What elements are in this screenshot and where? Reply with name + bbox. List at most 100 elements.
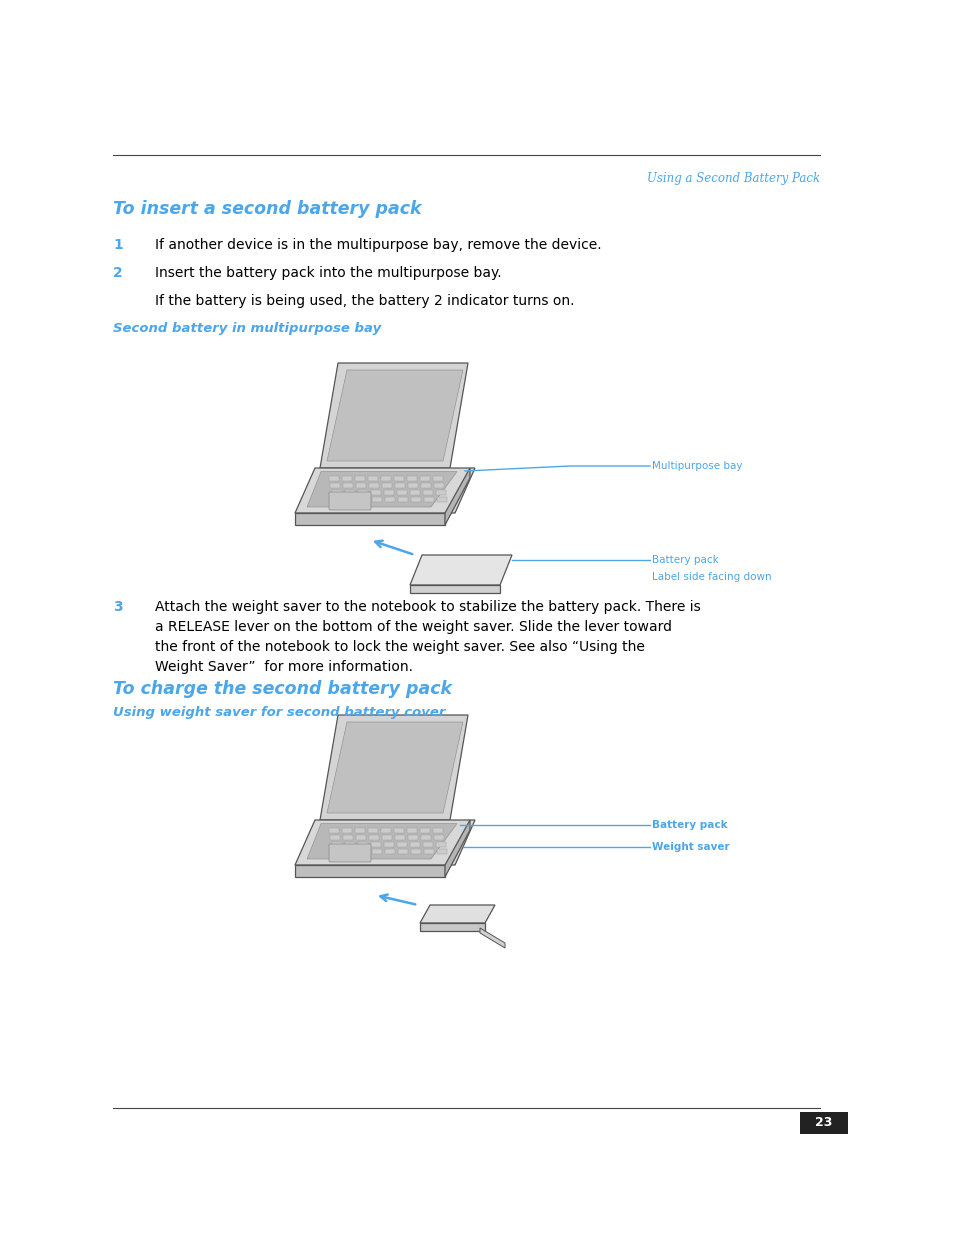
Polygon shape (424, 496, 434, 501)
Polygon shape (341, 827, 352, 832)
Polygon shape (411, 496, 421, 501)
Polygon shape (424, 848, 434, 853)
Text: Battery pack: Battery pack (651, 555, 718, 564)
Polygon shape (419, 475, 430, 480)
Polygon shape (343, 483, 354, 488)
Polygon shape (437, 496, 447, 501)
Text: Using weight saver for second battery cover: Using weight saver for second battery co… (112, 706, 445, 719)
Text: Insert the battery pack into the multipurpose bay.: Insert the battery pack into the multipu… (154, 266, 501, 280)
Polygon shape (396, 841, 407, 847)
Polygon shape (343, 835, 354, 840)
Polygon shape (411, 848, 421, 853)
Polygon shape (410, 489, 419, 494)
Polygon shape (357, 841, 368, 847)
Text: If the battery is being used, the battery 2 indicator turns on.: If the battery is being used, the batter… (154, 294, 574, 308)
Polygon shape (395, 483, 405, 488)
Text: To insert a second battery pack: To insert a second battery pack (112, 200, 421, 219)
Polygon shape (371, 841, 380, 847)
Polygon shape (433, 827, 442, 832)
Polygon shape (368, 475, 377, 480)
Polygon shape (345, 489, 355, 494)
Text: Weight saver: Weight saver (651, 842, 729, 852)
Polygon shape (330, 483, 340, 488)
Polygon shape (384, 841, 394, 847)
Text: 1: 1 (112, 238, 123, 252)
Polygon shape (356, 483, 366, 488)
Text: Attach the weight saver to the notebook to stabilize the battery pack. There is
: Attach the weight saver to the notebook … (154, 600, 700, 674)
Polygon shape (369, 483, 379, 488)
Polygon shape (355, 475, 365, 480)
Polygon shape (329, 475, 338, 480)
Polygon shape (356, 835, 366, 840)
Polygon shape (330, 835, 340, 840)
Polygon shape (385, 496, 395, 501)
Polygon shape (421, 483, 431, 488)
Polygon shape (421, 835, 431, 840)
Polygon shape (359, 496, 369, 501)
Polygon shape (332, 489, 341, 494)
Polygon shape (307, 824, 456, 860)
Polygon shape (382, 835, 392, 840)
Polygon shape (382, 483, 392, 488)
Polygon shape (433, 475, 442, 480)
Polygon shape (395, 835, 405, 840)
FancyBboxPatch shape (329, 492, 371, 510)
Polygon shape (327, 722, 462, 813)
Text: 2: 2 (112, 266, 123, 280)
Polygon shape (334, 848, 343, 853)
Polygon shape (380, 827, 391, 832)
Text: Using a Second Battery Pack: Using a Second Battery Pack (646, 172, 820, 185)
Text: Battery pack: Battery pack (651, 820, 727, 830)
Polygon shape (407, 475, 416, 480)
Polygon shape (419, 923, 484, 931)
FancyBboxPatch shape (800, 1112, 847, 1134)
Polygon shape (444, 820, 470, 877)
Text: Label side facing down: Label side facing down (651, 572, 771, 582)
Polygon shape (327, 370, 462, 461)
Text: If another device is in the multipurpose bay, remove the device.: If another device is in the multipurpose… (154, 238, 601, 252)
Polygon shape (329, 827, 338, 832)
Polygon shape (436, 841, 446, 847)
Polygon shape (385, 848, 395, 853)
Polygon shape (294, 820, 475, 864)
Polygon shape (384, 489, 394, 494)
Polygon shape (407, 827, 416, 832)
Text: Second battery in multipurpose bay: Second battery in multipurpose bay (112, 322, 381, 335)
Polygon shape (368, 827, 377, 832)
Polygon shape (410, 585, 499, 593)
Polygon shape (294, 513, 444, 525)
Text: Multipurpose bay: Multipurpose bay (651, 461, 741, 471)
Polygon shape (398, 496, 408, 501)
Polygon shape (479, 927, 504, 948)
Polygon shape (294, 468, 475, 513)
Polygon shape (408, 483, 418, 488)
Polygon shape (398, 848, 408, 853)
Polygon shape (419, 905, 495, 923)
Polygon shape (422, 489, 433, 494)
Polygon shape (408, 835, 418, 840)
Polygon shape (434, 835, 444, 840)
Polygon shape (334, 496, 343, 501)
Polygon shape (319, 363, 468, 468)
Polygon shape (419, 827, 430, 832)
Polygon shape (369, 835, 379, 840)
Polygon shape (444, 468, 470, 525)
Polygon shape (332, 841, 341, 847)
Polygon shape (394, 475, 403, 480)
Polygon shape (434, 483, 444, 488)
Polygon shape (410, 555, 512, 585)
Polygon shape (357, 489, 368, 494)
Polygon shape (307, 472, 456, 508)
Text: 23: 23 (815, 1116, 832, 1130)
Polygon shape (437, 848, 447, 853)
Polygon shape (359, 848, 369, 853)
Polygon shape (319, 715, 468, 820)
Polygon shape (394, 827, 403, 832)
Polygon shape (372, 496, 382, 501)
Polygon shape (410, 841, 419, 847)
Polygon shape (422, 841, 433, 847)
Polygon shape (346, 848, 356, 853)
Polygon shape (346, 496, 356, 501)
Polygon shape (345, 841, 355, 847)
Text: 3: 3 (112, 600, 123, 614)
